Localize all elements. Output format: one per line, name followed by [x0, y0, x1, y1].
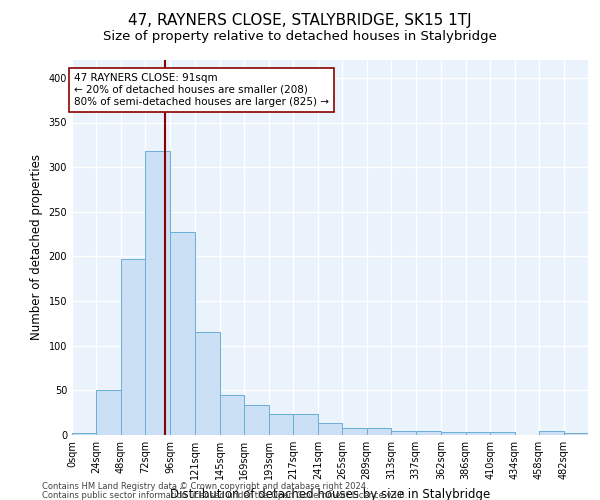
Text: Contains HM Land Registry data © Crown copyright and database right 2024.: Contains HM Land Registry data © Crown c…: [42, 482, 368, 491]
Bar: [72, 433, 97, 435]
Bar: [563, 433, 588, 435]
Bar: [269, 414, 293, 435]
Bar: [97, 390, 121, 435]
Y-axis label: Number of detached properties: Number of detached properties: [30, 154, 43, 340]
Bar: [145, 151, 170, 435]
Bar: [416, 430, 441, 435]
Bar: [391, 430, 416, 435]
Bar: [539, 430, 563, 435]
Bar: [441, 432, 466, 435]
Bar: [466, 432, 490, 435]
Bar: [170, 232, 196, 435]
Bar: [490, 432, 515, 435]
Bar: [196, 332, 220, 435]
Bar: [244, 404, 269, 435]
X-axis label: Distribution of detached houses by size in Stalybridge: Distribution of detached houses by size …: [170, 488, 490, 500]
Bar: [220, 395, 244, 435]
Text: Contains public sector information licensed under the Open Government Licence v3: Contains public sector information licen…: [42, 490, 407, 500]
Bar: [293, 414, 318, 435]
Bar: [342, 428, 367, 435]
Text: 47, RAYNERS CLOSE, STALYBRIDGE, SK15 1TJ: 47, RAYNERS CLOSE, STALYBRIDGE, SK15 1TJ: [128, 12, 472, 28]
Bar: [367, 428, 391, 435]
Text: 47 RAYNERS CLOSE: 91sqm
← 20% of detached houses are smaller (208)
80% of semi-d: 47 RAYNERS CLOSE: 91sqm ← 20% of detache…: [74, 74, 329, 106]
Text: Size of property relative to detached houses in Stalybridge: Size of property relative to detached ho…: [103, 30, 497, 43]
Bar: [318, 422, 342, 435]
Bar: [121, 259, 145, 435]
